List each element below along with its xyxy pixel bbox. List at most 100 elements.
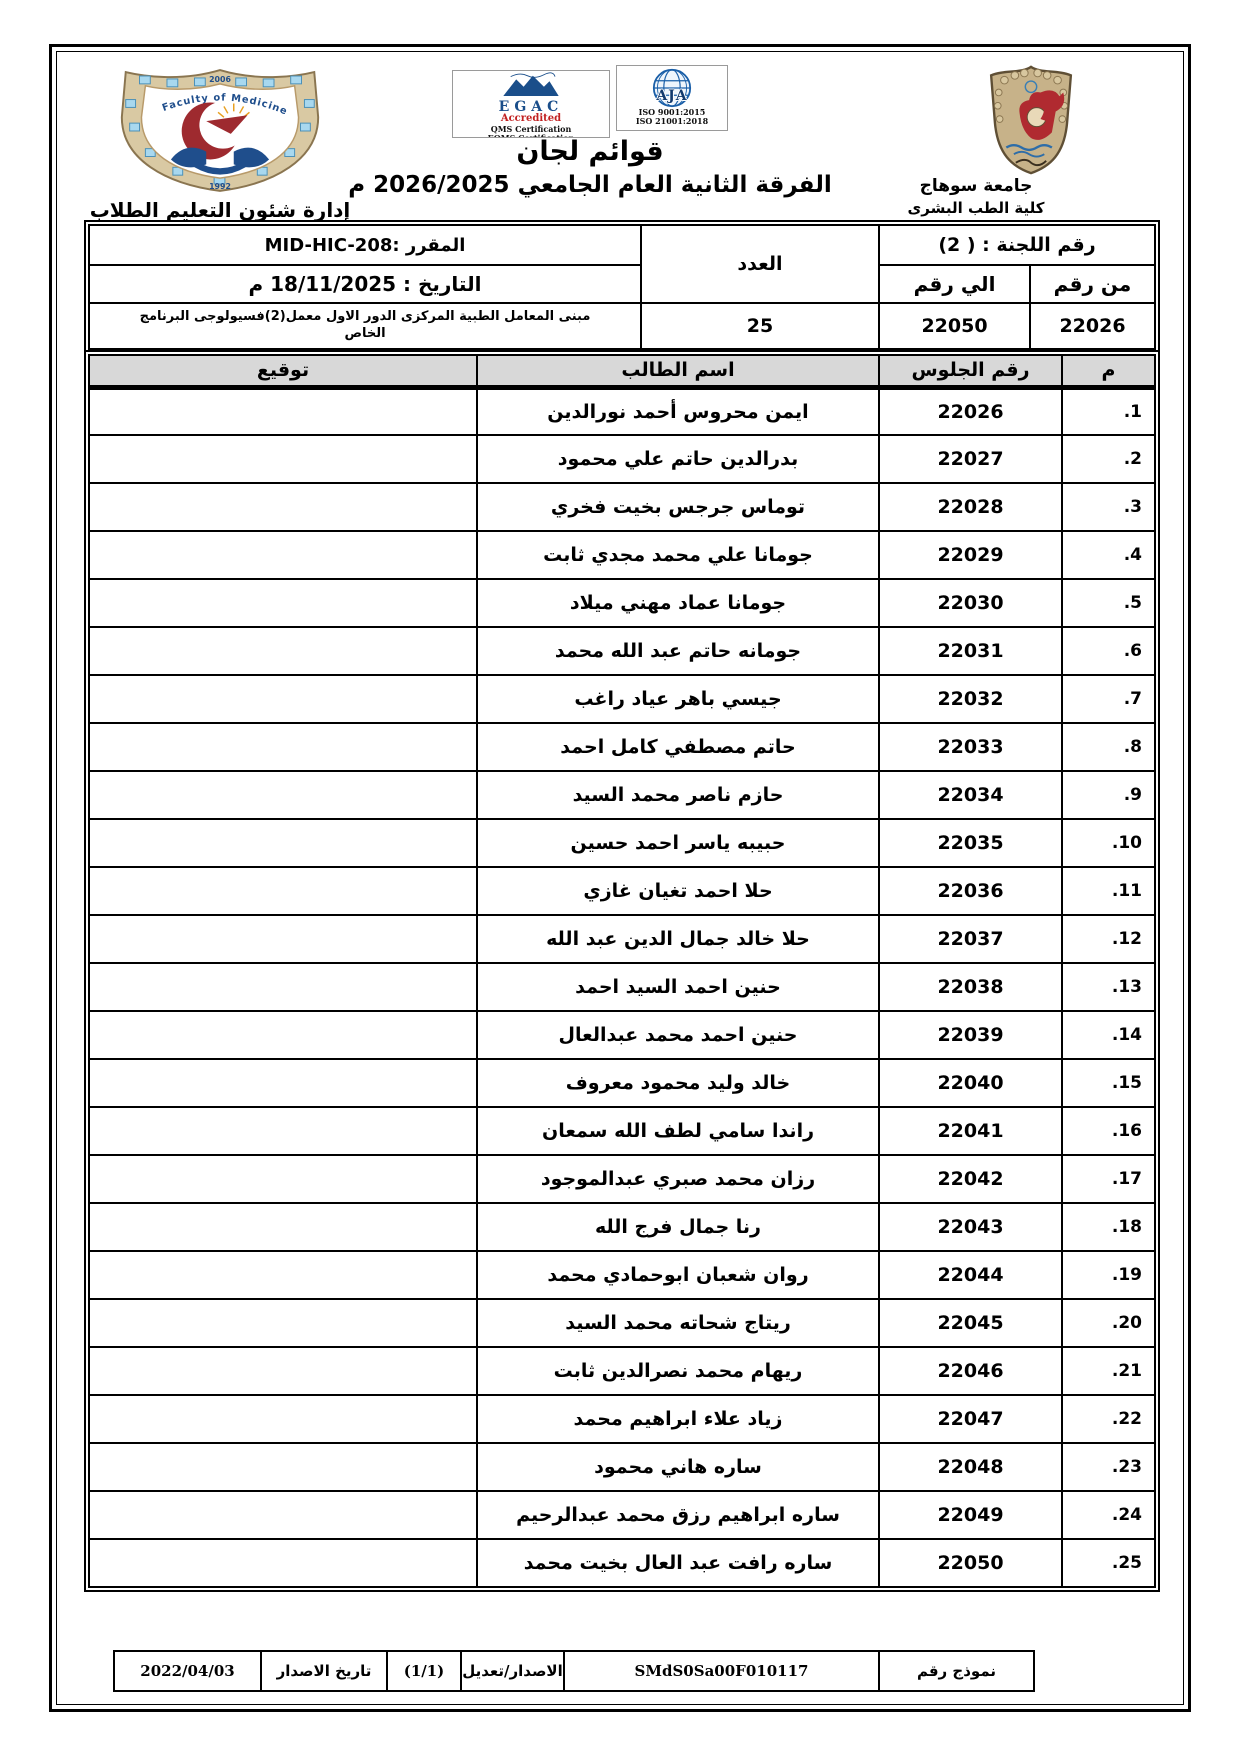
header-seat-number: رقم الجلوس (878, 354, 1063, 390)
student-seat-number-cell: 22038 (878, 962, 1063, 1012)
student-row: 25. 22050 ساره رافت عبد العال بخيت محمد (88, 1538, 1156, 1588)
student-row: 13. 22038 حنين احمد السيد احمد (88, 962, 1156, 1012)
egac-badge: EGAC Accredited QMS Certification EOMS C… (452, 70, 610, 138)
student-row: 4. 22029 جومانا علي محمد مجدي ثابت (88, 530, 1156, 580)
form-number-value: SMdS0Sa00F010117 (563, 1650, 880, 1692)
student-serial-cell: 20. (1061, 1298, 1156, 1348)
student-seat-number-cell: 22037 (878, 914, 1063, 964)
faculty-name: كلية الطب البشرى (907, 199, 1045, 217)
student-serial-cell: 3. (1061, 482, 1156, 532)
exam-date-cell: التاريخ : 18/11/2025 م (88, 264, 642, 304)
student-name-cell: ساره هاني محمود (476, 1442, 880, 1492)
student-name-cell: خالد وليد محمود معروف (476, 1058, 880, 1108)
student-row: 20. 22045 ريتاج شحاته محمد السيد (88, 1298, 1156, 1348)
student-row: 2. 22027 بدرالدين حاتم علي محمود (88, 434, 1156, 484)
student-seat-number-cell: 22050 (878, 1538, 1063, 1588)
student-name-cell: راندا سامي لطف الله سمعان (476, 1106, 880, 1156)
student-signature-cell (88, 722, 478, 772)
student-serial-cell: 13. (1061, 962, 1156, 1012)
student-row: 24. 22049 ساره ابراهيم رزق محمد عبدالرحي… (88, 1490, 1156, 1540)
student-signature-cell (88, 1490, 478, 1540)
egac-cert-line: QMS Certification (490, 123, 572, 134)
student-signature-cell (88, 530, 478, 580)
student-name-cell: رنا جمال فرج الله (476, 1202, 880, 1252)
student-seat-number-cell: 22033 (878, 722, 1063, 772)
student-signature-cell (88, 1346, 478, 1396)
student-name-cell: حلا خالد جمال الدين عبد الله (476, 914, 880, 964)
student-signature-cell (88, 1202, 478, 1252)
student-row: 1. 22026 ايمن محروس أحمد نورالدين (88, 386, 1156, 436)
student-name-cell: حبيبه ياسر احمد حسين (476, 818, 880, 868)
page-title: قوائم لجان (516, 136, 664, 167)
page-subtitle: الفرقة الثانية العام الجامعي 2026/2025 م (348, 172, 832, 198)
students-tbody: 1. 22026 ايمن محروس أحمد نورالدين 2. 220… (88, 386, 1156, 1588)
student-signature-cell (88, 626, 478, 676)
student-serial-cell: 9. (1061, 770, 1156, 820)
student-seat-number-cell: 22026 (878, 386, 1063, 436)
student-name-cell: رزان محمد صبري عبدالموجود (476, 1154, 880, 1204)
student-seat-number-cell: 22044 (878, 1250, 1063, 1300)
student-name-cell: حلا احمد تغيان غازي (476, 866, 880, 916)
student-name-cell: حنين احمد السيد احمد (476, 962, 880, 1012)
egac-mountains-icon (503, 72, 559, 96)
student-seat-number-cell: 22049 (878, 1490, 1063, 1540)
to-number-label-cell: الي رقم (877, 264, 1032, 304)
student-seat-number-cell: 22045 (878, 1298, 1063, 1348)
aja-iso-line: ISO 21001:2018 (635, 116, 709, 127)
svg-text:1992: 1992 (209, 182, 231, 191)
student-row: 12. 22037 حلا خالد جمال الدين عبد الله (88, 914, 1156, 964)
header-student-name: اسم الطالب (476, 354, 880, 390)
student-name-cell: توماس جرجس بخيت فخري (476, 482, 880, 532)
exam-location-cell: مبنى المعامل الطبية المركزى الدور الاول … (88, 302, 642, 350)
student-row: 9. 22034 حازم ناصر محمد السيد (88, 770, 1156, 820)
student-name-cell: ساره رافت عبد العال بخيت محمد (476, 1538, 880, 1588)
student-serial-cell: 2. (1061, 434, 1156, 484)
student-name-cell: جومانه حاتم عبد الله محمد (476, 626, 880, 676)
student-signature-cell (88, 1394, 478, 1444)
student-seat-number-cell: 22031 (878, 626, 1063, 676)
student-signature-cell (88, 578, 478, 628)
header-no: م (1061, 354, 1156, 390)
student-name-cell: حازم ناصر محمد السيد (476, 770, 880, 820)
form-number-label: نموذج رقم (878, 1650, 1035, 1692)
student-row: 17. 22042 رزان محمد صبري عبدالموجود (88, 1154, 1156, 1204)
student-seat-number-cell: 22032 (878, 674, 1063, 724)
course-code-cell: المقرر :MID-HIC-208 (88, 224, 642, 266)
student-row: 8. 22033 حاتم مصطفي كامل احمد (88, 722, 1156, 772)
student-seat-number-cell: 22035 (878, 818, 1063, 868)
students-header-row: م رقم الجلوس اسم الطالب توقيع (88, 354, 1156, 390)
students-table: م رقم الجلوس اسم الطالب توقيع 1. 22026 ا… (88, 354, 1156, 1588)
student-serial-cell: 5. (1061, 578, 1156, 628)
committee-number-cell: رقم اللجنة : ( 2) (877, 224, 1157, 266)
student-row: 23. 22048 ساره هاني محمود (88, 1442, 1156, 1492)
student-name-cell: جومانا عماد مهني ميلاد (476, 578, 880, 628)
student-row: 3. 22028 توماس جرجس بخيت فخري (88, 482, 1156, 532)
student-row: 15. 22040 خالد وليد محمود معروف (88, 1058, 1156, 1108)
svg-text:2006: 2006 (209, 75, 231, 84)
student-name-cell: زياد علاء ابراهيم محمد (476, 1394, 880, 1444)
department-name: إدارة شئون التعليم الطلاب (89, 198, 351, 222)
student-seat-number-cell: 22028 (878, 482, 1063, 532)
student-row: 18. 22043 رنا جمال فرج الله (88, 1202, 1156, 1252)
issue-date-value: 2022/04/03 (113, 1650, 262, 1692)
student-serial-cell: 6. (1061, 626, 1156, 676)
student-name-cell: ريهام محمد نصرالدين ثابت (476, 1346, 880, 1396)
student-signature-cell (88, 674, 478, 724)
student-row: 21. 22046 ريهام محمد نصرالدين ثابت (88, 1346, 1156, 1396)
student-row: 11. 22036 حلا احمد تغيان غازي (88, 866, 1156, 916)
committee-info-table: رقم اللجنة : ( 2) العدد المقرر :MID-HIC-… (88, 224, 1157, 350)
student-serial-cell: 18. (1061, 1202, 1156, 1252)
student-row: 22. 22047 زياد علاء ابراهيم محمد (88, 1394, 1156, 1444)
egac-accredited: Accredited (500, 113, 562, 124)
student-signature-cell (88, 1442, 478, 1492)
student-serial-cell: 19. (1061, 1250, 1156, 1300)
student-signature-cell (88, 434, 478, 484)
aja-name: AJA (656, 88, 688, 104)
student-serial-cell: 8. (1061, 722, 1156, 772)
student-serial-cell: 23. (1061, 1442, 1156, 1492)
student-signature-cell (88, 1058, 478, 1108)
issue-revision-value: (1/1) (386, 1650, 462, 1692)
student-row: 6. 22031 جومانه حاتم عبد الله محمد (88, 626, 1156, 676)
student-name-cell: جيسي باهر عياد راغب (476, 674, 880, 724)
